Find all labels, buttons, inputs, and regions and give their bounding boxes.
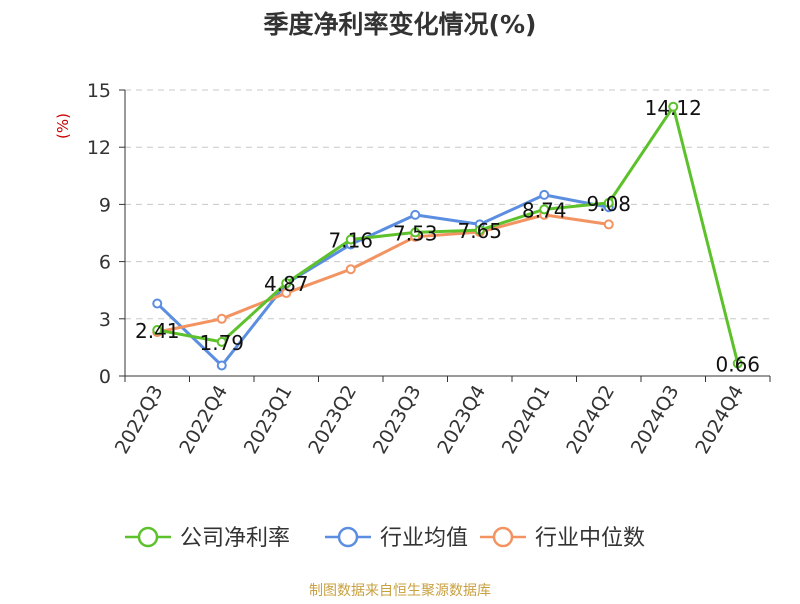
- data-label: 4.87: [264, 272, 309, 296]
- x-tick-label: 2024Q1: [498, 382, 555, 458]
- y-axis-label: (%): [54, 113, 72, 139]
- x-tick-label: 2023Q1: [240, 382, 297, 458]
- grid-lines: [125, 89, 770, 320]
- series-line: [156, 193, 610, 368]
- data-label: 7.16: [328, 228, 373, 252]
- x-tick-label: 2023Q2: [304, 382, 361, 458]
- data-point: [732, 358, 743, 369]
- y-tick-label: 6: [99, 252, 111, 274]
- data-label: 1.79: [199, 331, 244, 355]
- x-tick-label: 2023Q3: [369, 382, 426, 458]
- source-note: 制图数据来自恒生聚源数据库: [309, 583, 491, 599]
- series-line: [156, 105, 740, 364]
- data-point: [152, 298, 163, 309]
- data-label: 7.53: [393, 221, 438, 245]
- data-point: [345, 234, 356, 245]
- data-point: [345, 264, 356, 275]
- data-labels: 2.41 1.79 4.87 7.16 7.53 7.65 8.74 9.08 14.12 0.6…: [135, 96, 760, 377]
- data-point: [603, 219, 614, 230]
- data-point: [603, 197, 614, 208]
- y-tick-label: 9: [99, 194, 111, 216]
- legend[interactable]: 公司净利率 行业均值 行业中位数: [125, 526, 645, 551]
- data-point: [410, 209, 421, 220]
- data-point: [539, 189, 550, 200]
- x-tick-label: 2024Q2: [562, 382, 619, 458]
- legend-label: 行业均值: [380, 526, 468, 551]
- data-label: 9.08: [586, 192, 631, 216]
- legend-label: 行业中位数: [535, 526, 645, 551]
- x-tick-label: 2024Q3: [627, 382, 684, 458]
- legend-marker: [337, 526, 359, 548]
- data-point: [216, 336, 227, 347]
- data-point: [281, 288, 292, 299]
- data-label: 14.12: [645, 96, 702, 120]
- series-line: [156, 213, 609, 334]
- data-label: 0.66: [715, 352, 760, 376]
- x-tick-label: 2022Q3: [111, 382, 168, 458]
- data-label: 2.41: [135, 319, 180, 343]
- data-point: [281, 278, 292, 289]
- data-point: [152, 325, 163, 336]
- data-label: 7.65: [457, 219, 502, 243]
- data-point: [539, 204, 550, 215]
- series-group: [152, 101, 743, 371]
- x-tick-label: 2024Q4: [691, 382, 748, 458]
- data-point: [668, 101, 679, 112]
- legend-marker: [492, 526, 514, 548]
- chart-title: 季度净利率变化情况(%): [264, 10, 537, 39]
- y-tick-label: 3: [99, 309, 111, 331]
- data-label: 8.74: [522, 198, 567, 222]
- legend-item[interactable]: 行业均值: [325, 526, 468, 551]
- data-point: [216, 360, 227, 371]
- legend-label: 公司净利率: [180, 526, 290, 551]
- legend-item[interactable]: 行业中位数: [480, 526, 645, 551]
- y-tick-label: 0: [99, 366, 111, 388]
- legend-item[interactable]: 公司净利率: [125, 526, 290, 551]
- legend-marker: [137, 526, 159, 548]
- data-point: [216, 313, 227, 324]
- data-point: [474, 225, 485, 236]
- x-tick-label: 2023Q4: [433, 382, 490, 458]
- y-tick-label: 15: [87, 80, 111, 102]
- x-tick-label: 2022Q4: [175, 382, 232, 458]
- y-tick-label: 12: [87, 137, 111, 159]
- data-point: [410, 227, 421, 238]
